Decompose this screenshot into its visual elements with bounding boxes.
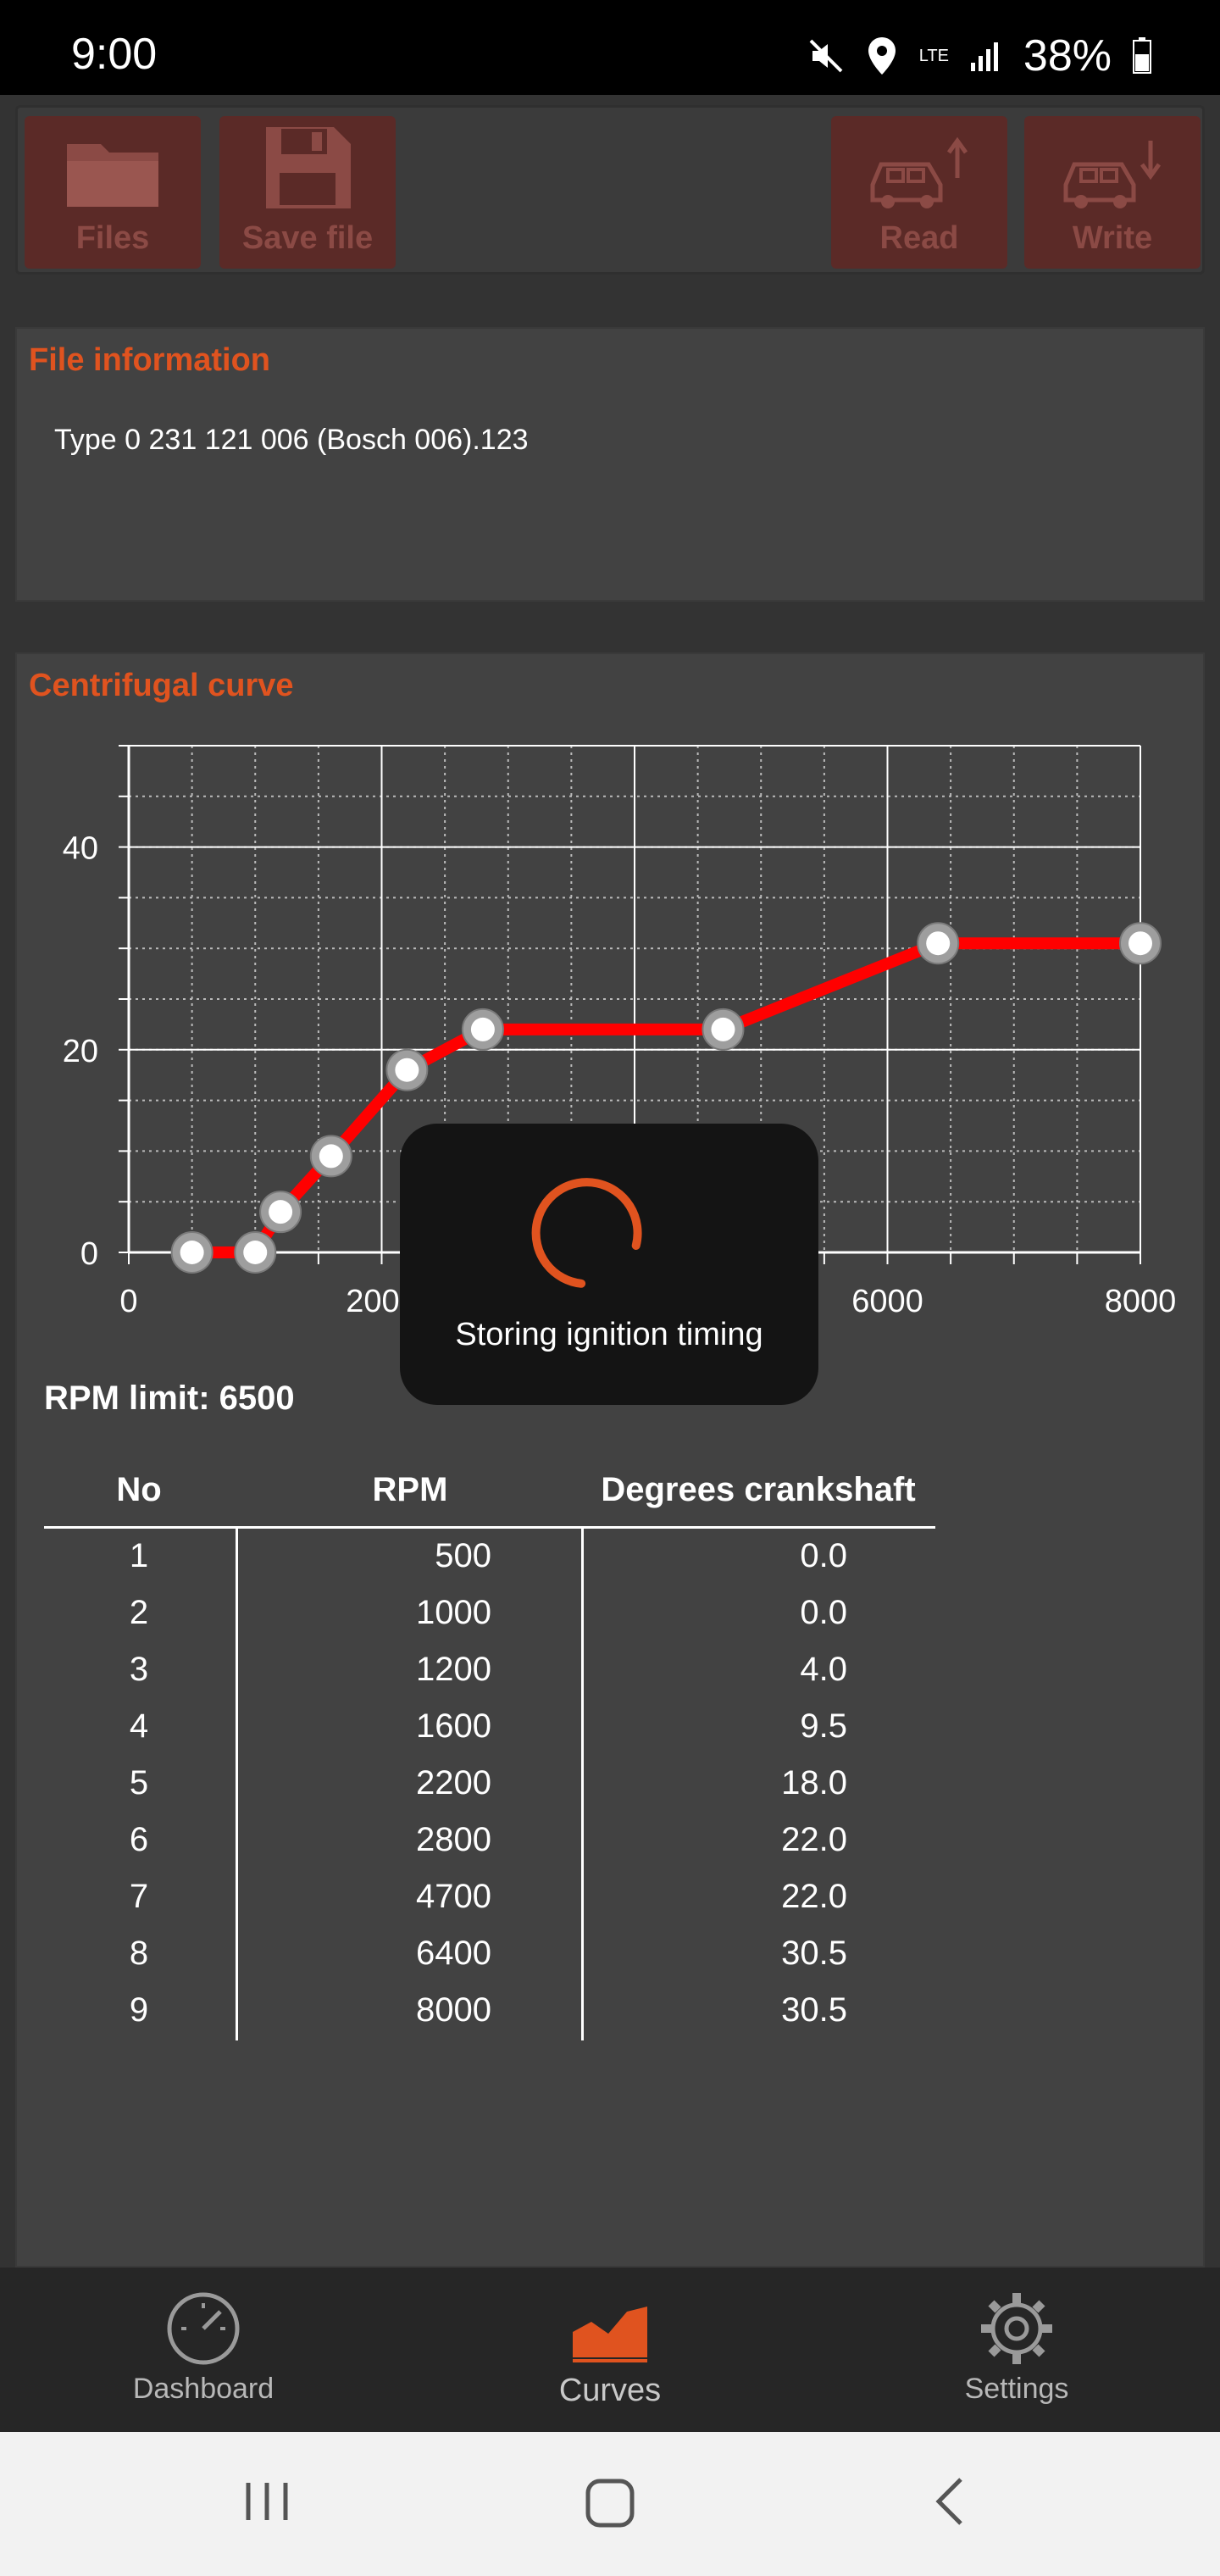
table-cell: 2 xyxy=(129,1594,149,1631)
status-icons: LTE 38% xyxy=(807,31,1152,81)
nav-dashboard-label: Dashboard xyxy=(132,2373,274,2405)
rpm-limit: RPM limit: 6500 xyxy=(44,1380,295,1417)
table-column-divider xyxy=(581,1528,584,2040)
file-information-title: File information xyxy=(29,342,270,378)
read-button[interactable]: Read xyxy=(831,116,1007,269)
curve-point-center xyxy=(395,1058,419,1082)
status-bar: 9:00 LTE 38% xyxy=(0,0,1220,95)
recent-apps-icon[interactable] xyxy=(241,2476,292,2527)
y-tick-label: 20 xyxy=(63,1034,98,1069)
table-cell: 0.0 xyxy=(800,1594,847,1631)
table-cell: 500 xyxy=(435,1537,491,1574)
curve-point-center xyxy=(470,1017,495,1041)
table-cell: 1000 xyxy=(416,1594,491,1631)
curve-point-center xyxy=(1128,931,1152,956)
speedometer-icon xyxy=(167,2292,240,2365)
curve-card: Centrifugal curve xyxy=(15,652,1205,2268)
back-icon[interactable] xyxy=(929,2474,971,2529)
read-label: Read xyxy=(879,220,959,256)
nav-settings[interactable]: Settings xyxy=(864,2268,1169,2432)
curve-point-center xyxy=(180,1241,204,1264)
nav-curves[interactable]: Curves xyxy=(458,2268,762,2432)
toolbar: Files Save file Read xyxy=(15,105,1205,275)
curve-point-center xyxy=(711,1017,735,1041)
location-icon xyxy=(868,37,896,75)
x-tick-label: 8000 xyxy=(1105,1284,1177,1319)
table-cell: 6 xyxy=(129,1821,149,1858)
table-cell: 30.5 xyxy=(781,1991,847,2029)
table-cell: 7 xyxy=(129,1878,149,1915)
table-cell: 30.5 xyxy=(781,1935,847,1972)
nav-curves-label: Curves xyxy=(558,2373,662,2408)
car-download-icon xyxy=(1063,141,1162,208)
write-label: Write xyxy=(1072,220,1153,256)
status-time: 9:00 xyxy=(71,30,158,79)
table-header-divider xyxy=(44,1526,935,1529)
save-file-button[interactable]: Save file xyxy=(219,116,396,269)
floppy-disk-icon xyxy=(266,127,351,208)
table-cell: 8000 xyxy=(416,1991,491,2029)
curve-point-center xyxy=(269,1200,293,1224)
y-tick-label: 0 xyxy=(80,1236,98,1272)
system-navigation-bar xyxy=(0,2432,1220,2576)
curve-point-center xyxy=(926,931,951,956)
table-cell: 4700 xyxy=(416,1878,491,1915)
network-type: LTE xyxy=(918,46,949,65)
table-cell: 18.0 xyxy=(781,1764,847,1802)
car-upload-icon xyxy=(870,136,968,208)
table-cell: 5 xyxy=(129,1764,149,1802)
table-cell: 4.0 xyxy=(800,1651,847,1688)
file-information-card: File information Type 0 231 121 006 (Bos… xyxy=(15,327,1205,602)
files-label: Files xyxy=(75,220,150,256)
battery-percent: 38% xyxy=(1023,31,1112,80)
bottom-navigation: Dashboard Curves Settings xyxy=(0,2268,1220,2432)
signal-icon xyxy=(970,42,998,71)
table-cell: 9.5 xyxy=(800,1707,847,1745)
area-chart-icon xyxy=(573,2307,647,2362)
table-cell: 22.0 xyxy=(781,1878,847,1915)
table-cell: 4 xyxy=(129,1707,149,1745)
nav-settings-label: Settings xyxy=(964,2373,1069,2405)
progress-spinner-icon xyxy=(531,1178,642,1288)
toast-message: Storing ignition timing xyxy=(455,1317,763,1352)
table-cell: 3 xyxy=(129,1651,149,1688)
nav-dashboard[interactable]: Dashboard xyxy=(51,2268,356,2432)
table-cell: 9 xyxy=(129,1991,149,2029)
mute-icon xyxy=(809,39,843,73)
table-cell: 2200 xyxy=(416,1764,491,1802)
folder-icon xyxy=(67,144,158,207)
curve-point-center xyxy=(319,1144,343,1169)
file-name: Type 0 231 121 006 (Bosch 006).123 xyxy=(54,424,529,456)
table-cell: 1200 xyxy=(416,1651,491,1688)
files-button[interactable]: Files xyxy=(25,116,201,269)
table-cell: 1600 xyxy=(416,1707,491,1745)
curve-title: Centrifugal curve xyxy=(29,668,294,703)
storing-toast: Storing ignition timing xyxy=(400,1124,818,1405)
table-column-divider xyxy=(236,1528,238,2040)
table-cell: 8 xyxy=(129,1935,149,1972)
x-tick-label: 0 xyxy=(119,1284,137,1319)
gear-icon xyxy=(981,2293,1052,2364)
table-cell: 0.0 xyxy=(800,1537,847,1574)
table-cell: 6400 xyxy=(416,1935,491,1972)
y-tick-label: 40 xyxy=(63,831,98,867)
save-file-label: Save file xyxy=(241,220,374,256)
curve-point-center xyxy=(243,1241,268,1264)
write-button[interactable]: Write xyxy=(1024,116,1201,269)
x-tick-label: 6000 xyxy=(851,1284,923,1319)
table-cell: 22.0 xyxy=(781,1821,847,1858)
table-header: RPM xyxy=(372,1471,448,1508)
battery-icon xyxy=(1133,37,1151,74)
table-cell: 2800 xyxy=(416,1821,491,1858)
table-cell: 1 xyxy=(129,1537,149,1574)
table-header: No xyxy=(116,1471,162,1508)
table-header: Degrees crankshaft xyxy=(601,1471,916,1508)
home-icon[interactable] xyxy=(583,2476,637,2530)
